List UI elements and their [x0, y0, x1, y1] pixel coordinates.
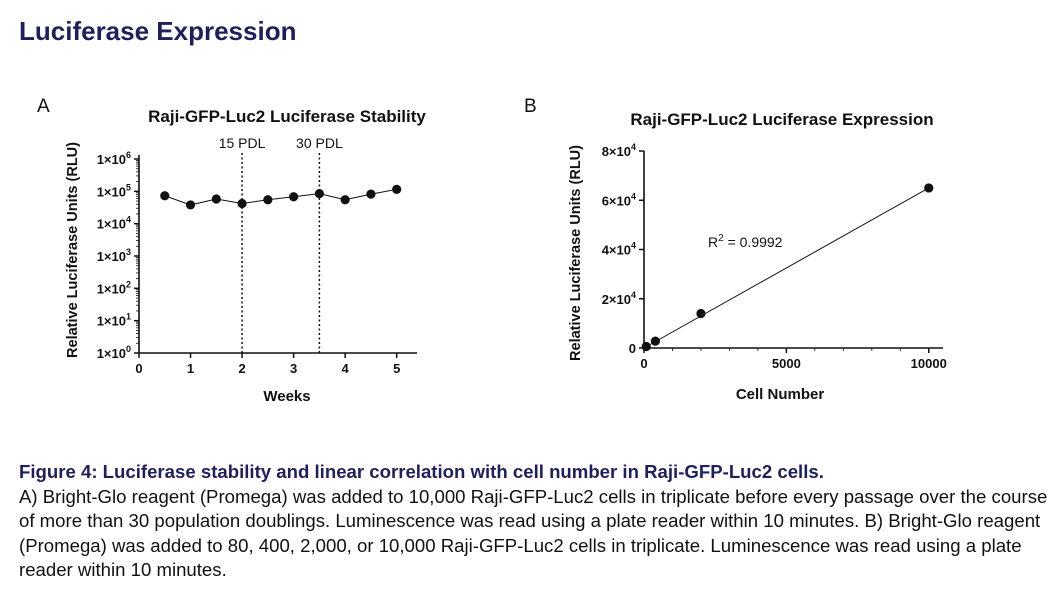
- chart-b-data-point: [696, 308, 706, 319]
- chart-a-data-point: [237, 198, 247, 209]
- chart-a-xtick-label: 2: [238, 361, 245, 376]
- chart-b-ytick-label: 4×104: [602, 241, 636, 258]
- chart-a-xtick-label: 5: [393, 361, 400, 376]
- chart-b-title: Raji-GFP-Luc2 Luciferase Expression: [630, 110, 933, 129]
- chart-a-pdl-label: 15 PDL: [219, 135, 266, 151]
- chart-a-ytick-label: 1×104: [97, 215, 131, 232]
- chart-a-pdl-label: 30 PDL: [296, 135, 343, 151]
- chart-a-data-point: [392, 184, 402, 194]
- caption-body: A) Bright-Glo reagent (Promega) was adde…: [19, 485, 1048, 581]
- panel-label-b: B: [524, 96, 537, 117]
- chart-a-xtick-label: 4: [342, 361, 350, 376]
- chart-a-stability: Raji-GFP-Luc2 Luciferase Stability Relat…: [65, 107, 426, 405]
- chart-a-ytick-label: 1×100: [97, 344, 131, 361]
- chart-a-ytick-label: 1×105: [97, 182, 131, 199]
- chart-b-xtick-label: 10000: [911, 356, 947, 371]
- chart-a-data-point: [185, 200, 196, 210]
- chart-a-data-point: [314, 189, 324, 199]
- chart-a-ytick-label: 1×103: [97, 247, 131, 264]
- chart-a-xtick-label: 0: [135, 361, 142, 376]
- chart-b-xtick-label: 0: [640, 356, 647, 371]
- chart-a-ytick-label: 1×106: [97, 150, 131, 167]
- chart-b-r-squared: R2 = 0.9992: [708, 233, 783, 250]
- chart-b-expression: Raji-GFP-Luc2 Luciferase Expression Rela…: [568, 110, 947, 403]
- chart-b-xlabel: Cell Number: [736, 386, 825, 403]
- chart-b-data-point: [924, 183, 934, 193]
- chart-b-data-point: [650, 336, 660, 346]
- chart-a-data-point: [263, 195, 273, 205]
- chart-a-xtick-label: 3: [290, 361, 297, 376]
- chart-a-data-point: [289, 192, 299, 202]
- chart-b-ytick-label: 0: [629, 341, 636, 356]
- chart-a-ytick-label: 1×101: [97, 312, 131, 329]
- caption-title: Figure 4: Luciferase stability and linea…: [19, 461, 824, 482]
- chart-a-data-point: [340, 195, 350, 205]
- chart-b-ylabel: Relative Luciferase Units (RLU): [568, 145, 584, 361]
- panel-label-a: A: [37, 96, 50, 117]
- chart-b-ytick-label: 6×104: [602, 191, 636, 208]
- figure-caption: Figure 4: Luciferase stability and linea…: [19, 460, 1049, 583]
- chart-a-xtick-label: 1: [187, 361, 194, 376]
- chart-a-ylabel: Relative Luciferase Units (RLU): [65, 142, 81, 358]
- chart-b-ytick-label: 8×104: [602, 142, 636, 159]
- chart-b-ytick-label: 2×104: [602, 290, 636, 307]
- chart-b-xtick-label: 5000: [772, 356, 801, 371]
- page-title: Luciferase Expression: [19, 16, 297, 46]
- chart-a-xlabel: Weeks: [263, 388, 310, 405]
- chart-a-ytick-label: 1×102: [97, 279, 131, 296]
- chart-a-data-point: [160, 191, 170, 201]
- chart-a-series-line: [164, 188, 397, 206]
- chart-a-data-point: [211, 194, 221, 204]
- chart-b-fit-line: [643, 187, 930, 349]
- chart-a-title: Raji-GFP-Luc2 Luciferase Stability: [148, 107, 426, 126]
- chart-a-data-point: [366, 189, 376, 199]
- chart-b-data-point: [641, 341, 651, 352]
